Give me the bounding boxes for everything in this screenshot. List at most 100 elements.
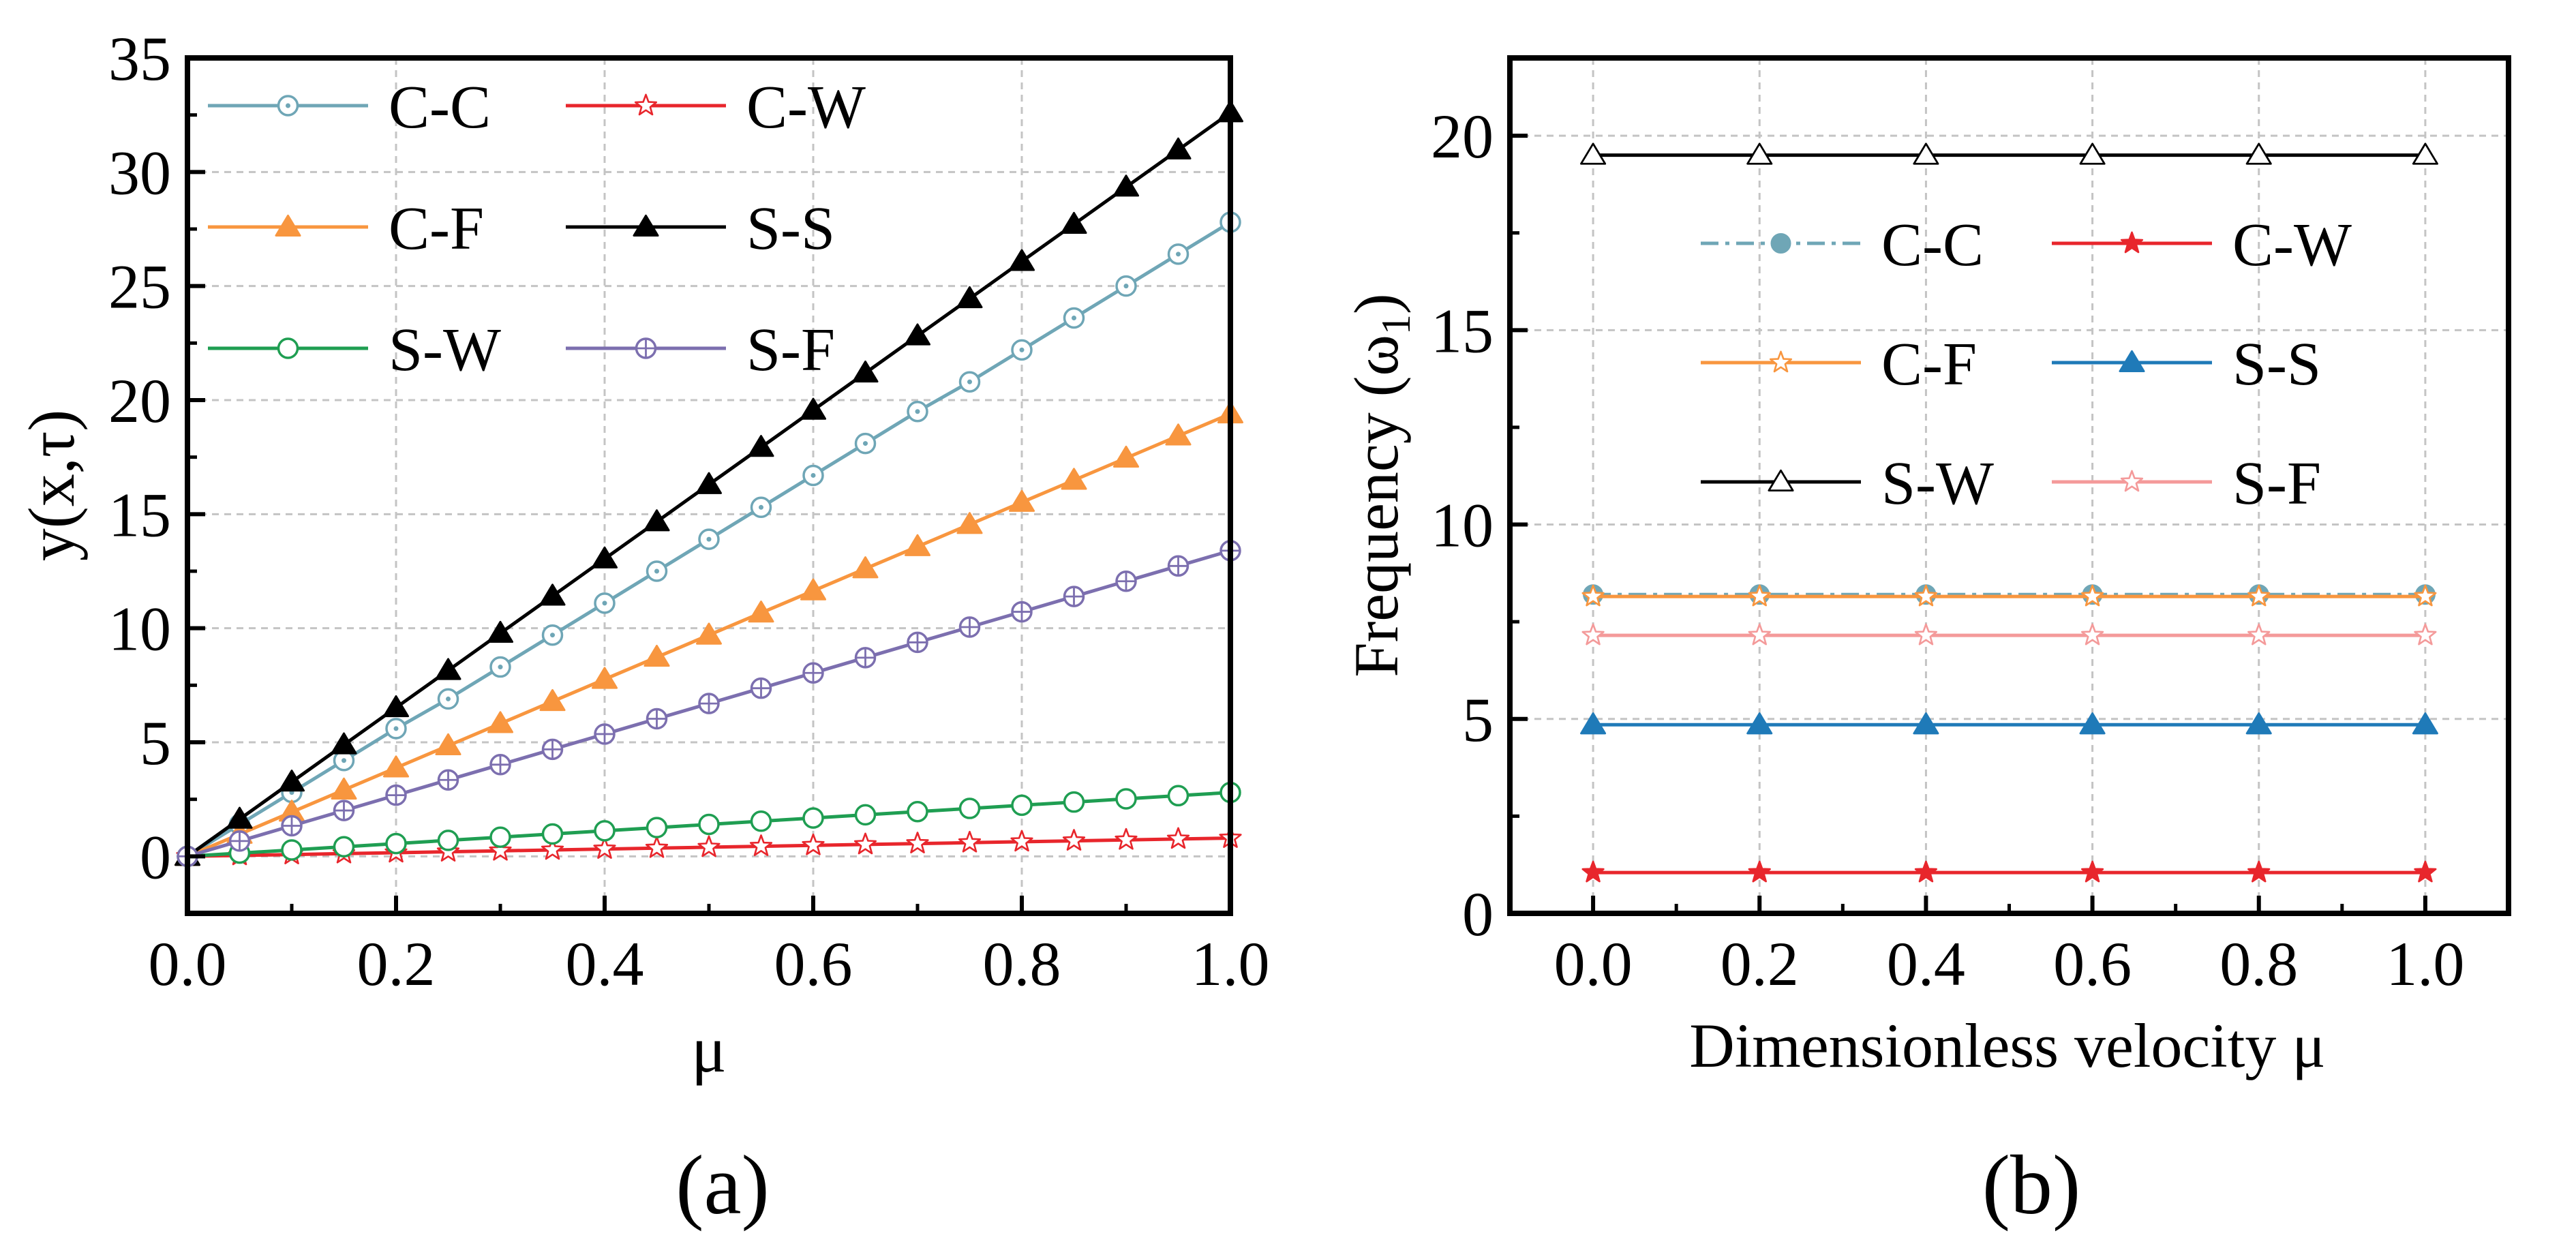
data-point-C-C (437, 688, 459, 710)
data-point-C-W (489, 838, 512, 861)
data-point-S-S (226, 806, 253, 829)
data-point-S-W (907, 800, 928, 823)
data-point-C-W (1166, 827, 1190, 849)
y-tick-label: 20 (108, 366, 171, 436)
data-point-S-S (695, 472, 723, 494)
data-point-S-W (437, 830, 459, 851)
panel-a: 0.0 0.2 0.4 0.6 0.8 1.0 0 5 10 15 20 25 30 35 C-C C-W C… (15, 24, 1270, 1232)
x-tick-label: 0.6 (2053, 929, 2132, 999)
data-point-C-F (539, 688, 566, 712)
panel-a-label: (a) (676, 1138, 770, 1232)
data-point-S-S (487, 620, 514, 643)
panel-b-y-label-main: Frequency (ω (1342, 335, 1411, 678)
legend-item-C-C: C-C (208, 74, 491, 141)
data-point-C-C (594, 592, 616, 614)
legend-marker (634, 93, 658, 116)
data-point-S-F (854, 647, 877, 669)
data-point-S-S (1580, 712, 1607, 735)
panel-b-y-label-end: ) (1342, 293, 1411, 314)
data-point-S-W (1913, 142, 1939, 165)
data-point-C-C (1063, 307, 1085, 329)
data-point-S-F (541, 738, 564, 761)
y-tick-label: 25 (108, 252, 171, 322)
x-tick-label: 0.2 (1721, 929, 1799, 999)
data-point-C-C (802, 464, 824, 487)
data-point-S-F (333, 800, 355, 821)
legend-item-C-F: C-F (1701, 331, 1977, 398)
data-point-S-S (278, 770, 305, 792)
data-point-C-C (1115, 275, 1137, 297)
legend-item-C-F: C-F (208, 195, 484, 262)
data-point-S-F (2414, 623, 2437, 645)
legend-item-S-W: S-W (208, 316, 501, 384)
data-point-C-W (749, 834, 773, 856)
legend-item-S-F: S-F (566, 316, 835, 384)
data-point-S-F (907, 631, 928, 654)
data-point-S-S (435, 658, 461, 680)
y-tick-label: 30 (108, 138, 171, 207)
data-point-C-F (1061, 468, 1087, 490)
data-point-C-F (2414, 584, 2437, 607)
y-tick-label: 0 (140, 822, 171, 892)
panel-a-x-label: μ (691, 1013, 726, 1086)
data-point-S-S (1061, 211, 1087, 234)
legend-marker (1769, 350, 1793, 373)
data-point-S-S (800, 397, 827, 420)
data-point-S-S (591, 546, 618, 568)
data-point-S-S (539, 583, 566, 606)
data-point-S-S (1913, 712, 1939, 735)
legend-label: S-F (2232, 450, 2321, 517)
data-point-S-W (2245, 142, 2272, 165)
data-point-S-S (643, 509, 670, 532)
legend-item-S-S: S-S (2052, 331, 2321, 398)
legend-label: C-W (746, 74, 866, 141)
data-point-S-S (748, 435, 774, 457)
data-point-C-F (800, 578, 827, 601)
x-tick-label: 0.6 (774, 929, 853, 999)
x-tick-label: 0.2 (357, 929, 436, 999)
y-tick-label: 5 (140, 708, 171, 778)
y-tick-label: 10 (1431, 491, 1494, 560)
data-point-C-F (1914, 584, 1938, 607)
data-point-C-W (645, 836, 669, 858)
data-point-C-F (748, 601, 774, 623)
data-point-S-F (437, 769, 459, 791)
data-point-C-F (1748, 584, 1771, 607)
data-point-C-C (541, 624, 564, 646)
data-point-C-F (331, 777, 357, 800)
x-tick-label: 1.0 (2386, 929, 2464, 999)
data-point-C-C (854, 432, 877, 455)
legend-label: S-S (746, 195, 835, 262)
data-point-C-C (385, 718, 407, 740)
data-point-C-F (1112, 445, 1140, 468)
data-point-S-S (382, 695, 410, 718)
data-point-S-W (750, 810, 772, 832)
legend-marker (2119, 350, 2145, 372)
data-point-C-W (1010, 830, 1033, 852)
data-point-C-C (750, 496, 772, 519)
data-point-C-F (382, 755, 410, 778)
data-point-S-F (489, 754, 511, 776)
legend-item-S-W: S-W (1701, 450, 1994, 517)
data-point-S-W (958, 797, 981, 819)
data-point-S-F (958, 616, 981, 638)
data-point-C-W (958, 830, 982, 853)
data-point-C-W (1914, 860, 1938, 883)
data-point-S-S (1746, 712, 1773, 735)
data-point-S-S (1008, 249, 1035, 271)
data-point-C-W (541, 838, 564, 860)
data-point-S-W (385, 832, 407, 855)
legend-label: C-C (389, 74, 491, 141)
data-point-S-F (1115, 570, 1137, 592)
data-point-S-W (1746, 142, 1773, 165)
data-point-C-W (1581, 860, 1605, 883)
data-point-C-C (646, 560, 668, 582)
legend-item-C-W: C-W (566, 74, 866, 141)
data-point-C-C (1167, 243, 1189, 265)
legend-label: C-F (389, 195, 484, 262)
data-point-S-W (1580, 142, 1607, 165)
data-point-S-S (852, 360, 879, 383)
data-point-S-S (1165, 137, 1192, 159)
data-point-C-F (904, 534, 931, 556)
legend-marker (635, 337, 657, 359)
